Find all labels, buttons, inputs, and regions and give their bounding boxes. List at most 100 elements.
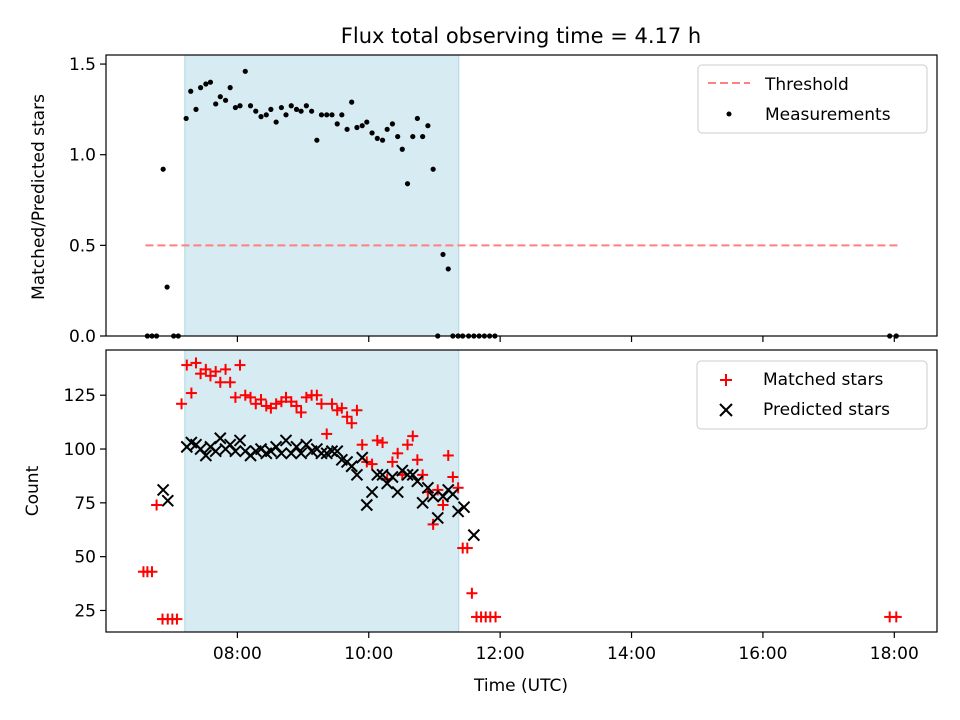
predicted-star-point <box>345 460 358 473</box>
measurement-point <box>445 266 451 272</box>
measurement-point <box>339 112 345 118</box>
predicted-star-point <box>355 451 369 464</box>
measurement-point <box>213 101 219 107</box>
measurement-point <box>268 106 274 112</box>
matched-star-point <box>442 449 454 461</box>
predicted-star-point <box>365 485 379 499</box>
predicted-star-point <box>431 511 444 525</box>
y-tick-label: 1.5 <box>69 55 96 75</box>
predicted-star-point <box>229 444 242 458</box>
matched-star-point <box>321 428 333 440</box>
measurement-point <box>425 123 431 129</box>
x-tick-label: 08:00 <box>213 644 262 664</box>
measurement-point <box>440 251 446 258</box>
predicted-star-point <box>371 468 384 482</box>
measurement-point <box>384 126 390 132</box>
matched-star-point <box>234 359 246 371</box>
predicted-star-point <box>421 481 435 494</box>
measurement-point <box>395 133 401 140</box>
measurement-point <box>160 166 166 172</box>
measurement-point <box>374 135 380 141</box>
predicted-star-point <box>350 468 364 482</box>
predicted-star-point <box>457 500 471 514</box>
matched-star-point <box>490 611 502 623</box>
matched-star-point <box>402 439 414 451</box>
predicted-star-point <box>331 444 344 458</box>
measurement-point <box>354 124 360 131</box>
y-tick-label: 50 <box>74 548 96 568</box>
matched-star-point <box>176 398 188 410</box>
matched-star-point <box>291 400 303 412</box>
matched-star-point <box>326 398 338 410</box>
predicted-star-point <box>275 447 288 460</box>
measurement-point <box>237 103 243 109</box>
matched-star-point <box>407 430 419 442</box>
bottom-legend: Matched stars Predicted stars <box>696 360 928 430</box>
matched-star-point <box>151 499 163 511</box>
predicted-star-point <box>233 434 247 447</box>
measurement-point <box>359 123 365 129</box>
measurement-point <box>193 106 199 112</box>
measurement-point <box>242 68 248 74</box>
matched-star-point <box>392 447 404 459</box>
predicted-star-point <box>360 498 374 512</box>
matched-star-point <box>386 456 398 468</box>
top-y-ticks: 0.0 0.5 1.0 1.5 <box>69 55 106 347</box>
measurement-point <box>278 104 284 111</box>
matched-star-point <box>239 389 251 401</box>
observing-window-span-bottom <box>184 349 460 633</box>
predicted-star-point <box>426 490 440 503</box>
matched-star-point <box>411 454 423 466</box>
matched-star-point <box>220 363 232 375</box>
measurement-point <box>222 97 229 103</box>
matched-star-point <box>371 434 383 446</box>
legend-matched-swatch <box>720 374 732 386</box>
measurement-point <box>183 115 189 122</box>
top-x-ticks <box>236 336 895 342</box>
measurement-point <box>217 94 223 100</box>
matched-star-point <box>214 376 226 388</box>
predicted-star-point <box>391 485 404 499</box>
y-tick-label: 1.0 <box>69 146 96 166</box>
x-tick-label: 16:00 <box>738 644 787 664</box>
flux-ratio-panel: 0.0 0.5 1.0 1.5 Flux total observing time =… <box>29 24 938 347</box>
x-tick-label: 14:00 <box>607 644 656 664</box>
predicted-stars-points <box>156 432 481 542</box>
measurement-point <box>197 85 204 91</box>
x-tick-label: 12:00 <box>476 644 525 664</box>
matched-star-point <box>417 469 429 481</box>
measurement-point <box>369 130 375 136</box>
measurement-point <box>399 146 405 152</box>
matched-star-point <box>311 389 323 401</box>
bottom-y-axis-label: Count <box>23 465 43 516</box>
measurement-point <box>263 112 269 118</box>
measurement-point <box>379 137 386 143</box>
matched-star-point <box>185 387 197 399</box>
matched-star-point <box>255 394 267 406</box>
bottom-x-ticks: 08:00 10:00 12:00 14:00 16:00 18:00 <box>213 632 919 664</box>
matched-star-point <box>377 437 389 449</box>
measurement-point <box>318 112 325 118</box>
matched-star-point <box>341 411 353 423</box>
x-tick-label: 18:00 <box>870 644 919 664</box>
legend-predicted-label: Predicted stars <box>763 400 890 420</box>
measurement-point <box>364 119 370 125</box>
measurement-point <box>207 79 214 85</box>
matched-star-point <box>437 499 449 511</box>
matched-star-point <box>351 404 363 416</box>
y-tick-label: 25 <box>74 601 96 621</box>
matched-star-point <box>452 482 464 494</box>
matched-star-point <box>315 398 327 410</box>
predicted-star-point <box>325 444 339 458</box>
predicted-star-point <box>290 440 303 454</box>
measurement-point <box>253 108 259 114</box>
measurement-point <box>283 112 289 118</box>
measurement-point <box>227 85 233 91</box>
measurement-point <box>329 112 335 118</box>
matched-star-point <box>300 391 312 403</box>
y-tick-label: 0.0 <box>69 327 96 347</box>
matched-star-point <box>229 391 241 403</box>
matched-star-point <box>447 471 459 483</box>
matched-star-point <box>336 402 348 414</box>
matched-star-point <box>366 458 378 470</box>
